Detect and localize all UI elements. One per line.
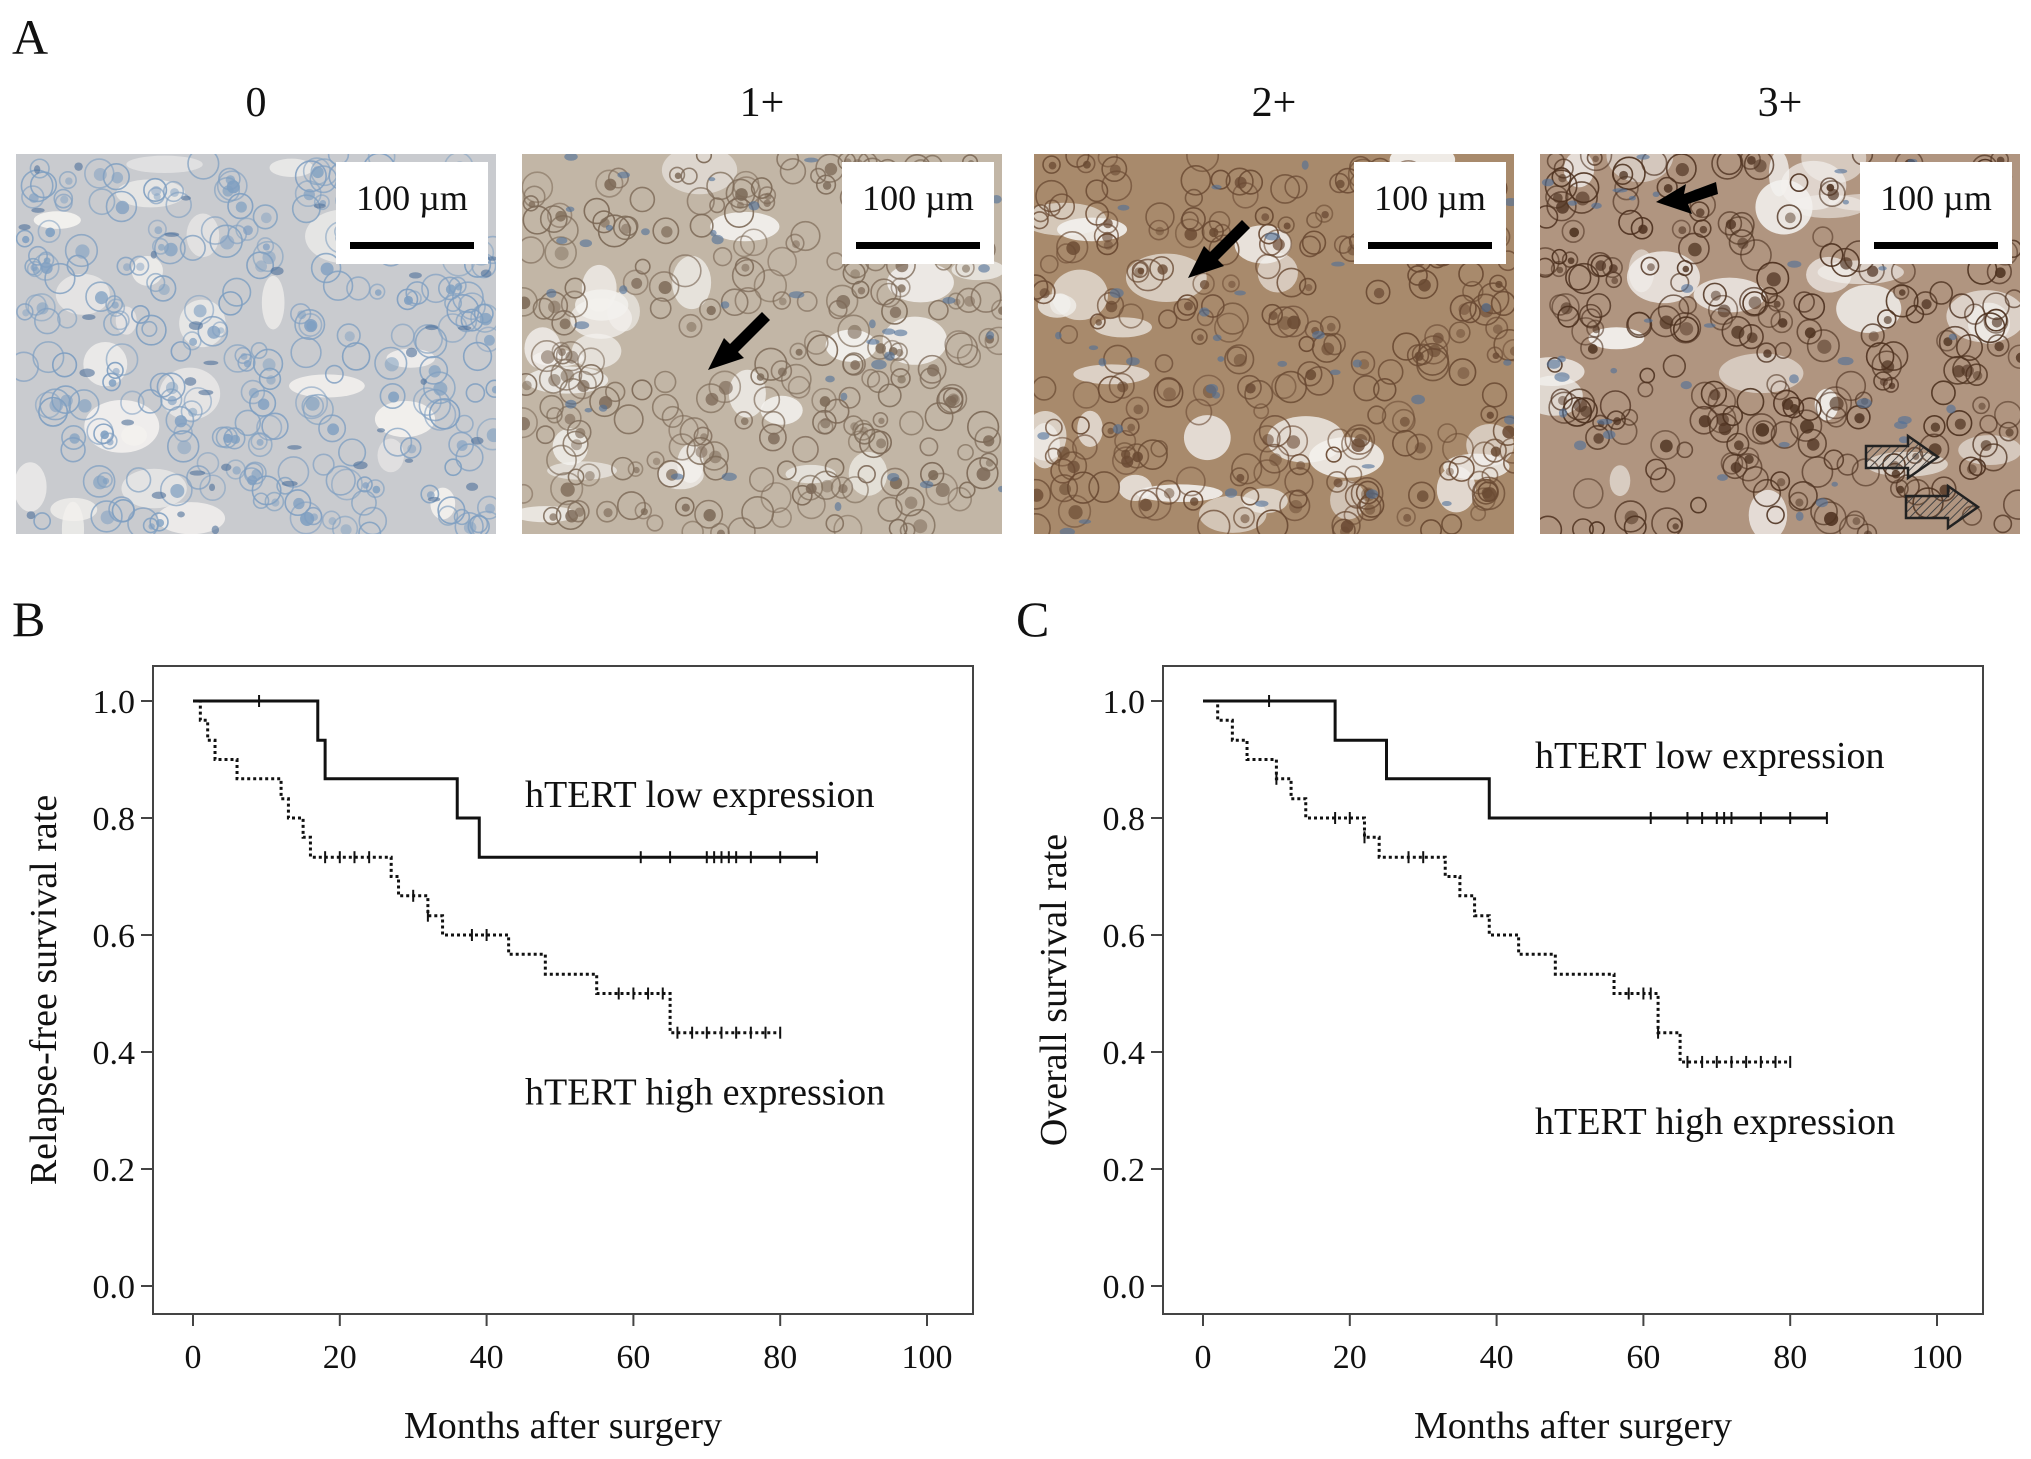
x-tick-label: 60 [616,1339,650,1376]
y-tick-label: 1.0 [93,684,136,721]
x-tick-label: 0 [185,1339,202,1376]
x-tick-label: 40 [1480,1339,1514,1376]
y-tick-label: 0.2 [1103,1152,1146,1189]
y-tick-label: 0.6 [1103,918,1146,955]
micrograph-1plus: 100 µm [522,154,1002,534]
x-tick-label: 60 [1626,1339,1660,1376]
x-tick-label: 40 [470,1339,504,1376]
y-axis-label: Relapse-free survival rate [23,795,65,1185]
panel-b-letter: B [12,591,46,647]
scale-bar-line [1874,242,1998,249]
scale-bar-1plus: 100 µm [842,162,994,264]
y-tick-label: 0.8 [93,801,136,838]
scale-bar-label: 100 µm [1880,178,1992,218]
x-tick-label: 20 [1333,1339,1367,1376]
survival-chart-b: 0.0 0.2 0.4 0.6 0.8 1.0 0 20 40 60 80 100 Months aft… [23,665,974,1447]
scale-bar-line [1368,242,1492,249]
black-arrow-icon [1656,182,1718,214]
series-label-high: hTERT high expression [525,1072,885,1114]
high-expression-curve [193,699,781,1035]
x-tick-label: 80 [1773,1339,1807,1376]
high-expression-curve [1203,699,1791,1064]
y-tick-label: 0.2 [93,1152,136,1189]
score-label-3plus: 3+ [1757,80,1803,126]
scale-bar-label: 100 µm [356,178,468,218]
scale-bar-line [856,242,980,249]
x-tick-label: 100 [1912,1339,1963,1376]
x-tick-label: 80 [763,1339,797,1376]
scale-bar-2plus: 100 µm [1354,162,1506,264]
plot-frame [152,665,974,1315]
survival-chart-c: 0.0 0.2 0.4 0.6 0.8 1.0 0 20 40 60 80 100 Months aft… [1033,665,1984,1447]
scale-bar-3plus: 100 µm [1860,162,2012,264]
series-label-low: hTERT low expression [1535,735,1885,777]
x-tick-label: 100 [902,1339,953,1376]
black-arrow-icon [1188,220,1250,278]
micrograph-2plus: 100 µm [1034,154,1514,534]
scale-bar-label: 100 µm [1374,178,1486,218]
score-label-0: 0 [245,80,267,126]
scale-bar-line [350,242,474,249]
plot-frame [1162,665,1984,1315]
x-axis-label: Months after surgery [404,1405,722,1447]
y-tick-label: 1.0 [1103,684,1146,721]
low-expression-curve [193,699,817,859]
x-tick-label: 0 [1195,1339,1212,1376]
panel-a-letter: A [12,9,49,65]
y-tick-label: 0.4 [1103,1035,1146,1072]
micrograph-0: 100 µm [16,154,496,534]
y-tick-label: 0.0 [93,1269,136,1306]
micrograph-3plus: 100 µm [1540,154,2020,534]
series-label-low: hTERT low expression [525,774,875,816]
y-tick-label: 0.8 [1103,801,1146,838]
x-tick-label: 20 [323,1339,357,1376]
hatched-arrow-icon [1904,483,1981,531]
black-arrow-icon [708,312,770,370]
scale-bar-0: 100 µm [336,162,488,264]
score-label-1plus: 1+ [739,80,785,126]
x-axis-label: Months after surgery [1414,1405,1732,1447]
hatched-arrow-icon [1864,433,1941,481]
y-tick-label: 0.6 [93,918,136,955]
series-label-high: hTERT high expression [1535,1101,1895,1143]
y-tick-label: 0.4 [93,1035,136,1072]
y-tick-label: 0.0 [1103,1269,1146,1306]
y-axis-label: Overall survival rate [1033,834,1075,1146]
panel-c-letter: C [1016,591,1050,647]
low-expression-curve [1203,699,1827,820]
score-label-2plus: 2+ [1251,80,1297,126]
scale-bar-label: 100 µm [862,178,974,218]
